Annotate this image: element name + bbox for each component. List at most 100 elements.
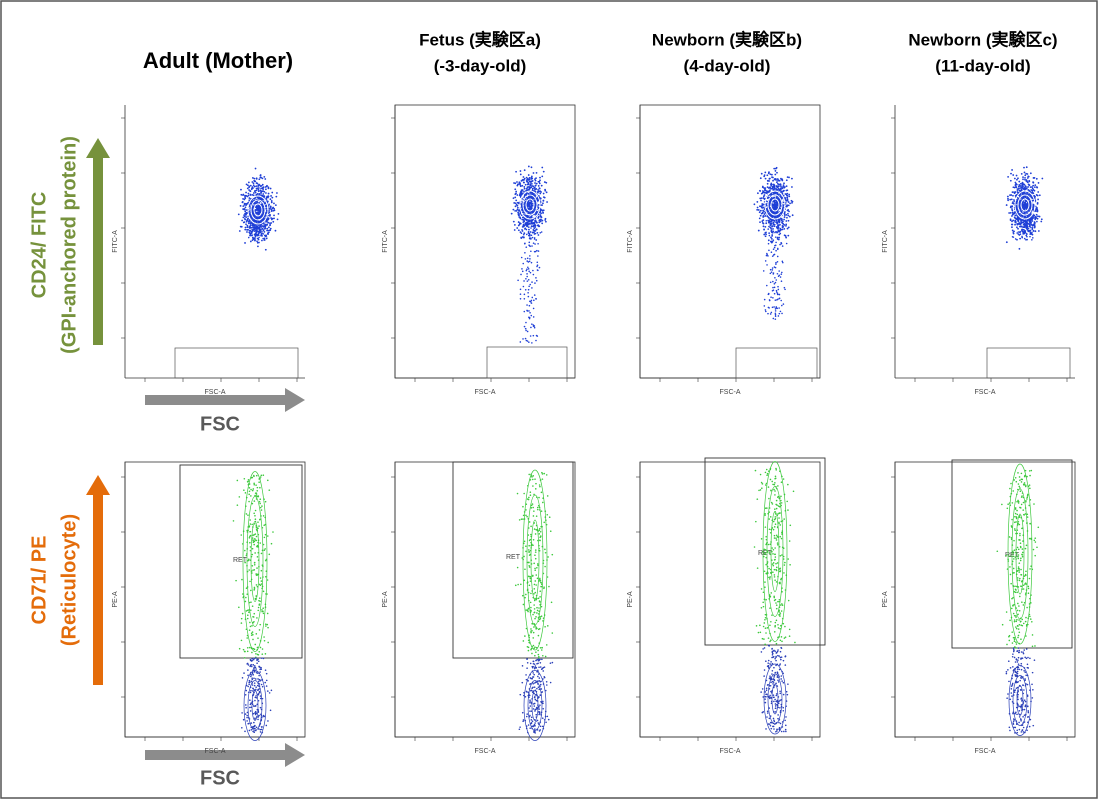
event-dot — [1022, 233, 1024, 235]
contour — [522, 469, 548, 651]
event-dot — [520, 583, 522, 586]
event-dot — [768, 697, 771, 700]
event-dot — [524, 258, 527, 260]
event-dot — [533, 604, 535, 606]
event-dot — [1011, 205, 1014, 208]
event-dot — [249, 681, 251, 684]
event-dot — [762, 222, 765, 225]
event-dot — [757, 192, 759, 195]
event-dot — [1019, 230, 1022, 233]
event-dot — [772, 176, 774, 179]
event-dot — [264, 500, 267, 503]
event-dot — [763, 228, 765, 231]
event-dot — [270, 210, 273, 212]
event-dot — [533, 522, 536, 524]
event-dot — [249, 710, 252, 712]
event-dot — [1007, 199, 1010, 202]
event-dot — [255, 211, 258, 214]
event-dot — [520, 222, 522, 225]
event-dot — [541, 222, 544, 225]
event-dot — [1025, 232, 1028, 235]
event-dot — [267, 186, 270, 189]
event-dot — [536, 265, 538, 268]
event-dot — [263, 237, 266, 240]
event-dot — [1028, 214, 1030, 216]
event-dot — [258, 691, 261, 694]
event-dot — [276, 192, 278, 194]
event-dot — [536, 264, 539, 267]
event-dot — [529, 682, 532, 685]
event-dot — [770, 230, 773, 233]
plot-x-label: FSC-A — [720, 748, 741, 755]
event-dot — [265, 185, 268, 188]
event-dot — [534, 190, 537, 193]
event-dot — [262, 607, 264, 610]
event-dot — [769, 313, 772, 315]
event-dot — [265, 235, 268, 237]
event-dot — [246, 609, 249, 612]
gate — [486, 346, 568, 379]
event-dot — [770, 236, 772, 239]
event-dot — [266, 479, 269, 482]
event-dot — [774, 277, 776, 279]
event-dot — [252, 539, 255, 542]
event-dot — [254, 494, 256, 497]
event-dot — [759, 190, 762, 192]
event-dot — [256, 187, 259, 190]
event-dot — [533, 588, 536, 590]
event-dot — [525, 233, 528, 236]
event-dot — [766, 197, 769, 199]
event-dot — [527, 639, 530, 642]
event-dot — [241, 201, 244, 204]
event-dot — [546, 625, 549, 627]
event-dot — [521, 229, 523, 231]
event-dot — [1022, 205, 1025, 208]
event-dot — [265, 237, 268, 240]
event-dot — [254, 699, 256, 702]
event-dot — [241, 712, 243, 714]
event-dot — [778, 236, 781, 239]
event-dot — [528, 317, 531, 320]
event-dot — [764, 484, 767, 486]
event-dot — [254, 180, 257, 183]
event-dot — [1026, 228, 1029, 231]
event-dot — [771, 480, 774, 483]
event-dot — [535, 277, 537, 279]
event-dot — [528, 496, 530, 499]
event-dot — [769, 576, 772, 578]
event-dot — [1010, 198, 1013, 201]
event-dot — [777, 178, 780, 181]
event-dot — [785, 185, 788, 188]
event-dot — [769, 206, 772, 209]
event-dot — [770, 727, 773, 730]
event-dot — [1031, 239, 1033, 241]
event-dot — [777, 495, 780, 498]
event-dot — [524, 193, 527, 196]
event-dot — [537, 206, 539, 209]
event-dot — [534, 732, 537, 734]
event-dot — [1030, 226, 1032, 229]
event-dot — [774, 215, 777, 218]
event-dot — [540, 491, 543, 494]
event-dot — [248, 219, 251, 222]
event-dot — [535, 584, 537, 586]
event-dot — [515, 209, 518, 212]
event-dot — [764, 618, 766, 621]
event-dot — [770, 296, 772, 299]
event-dot — [528, 310, 530, 312]
event-dot — [527, 232, 530, 234]
event-dot — [252, 238, 255, 241]
event-dot — [266, 623, 269, 626]
event-dot — [764, 548, 767, 551]
event-dot — [775, 263, 777, 265]
event-dot — [539, 590, 542, 593]
event-dot — [766, 627, 769, 629]
event-dot — [240, 188, 242, 191]
event-dot — [531, 575, 534, 577]
event-dot — [262, 188, 264, 191]
event-dot — [523, 190, 525, 193]
event-dot — [531, 296, 534, 299]
event-dot — [536, 508, 539, 511]
event-dot — [255, 726, 258, 729]
event-dot — [254, 509, 257, 512]
